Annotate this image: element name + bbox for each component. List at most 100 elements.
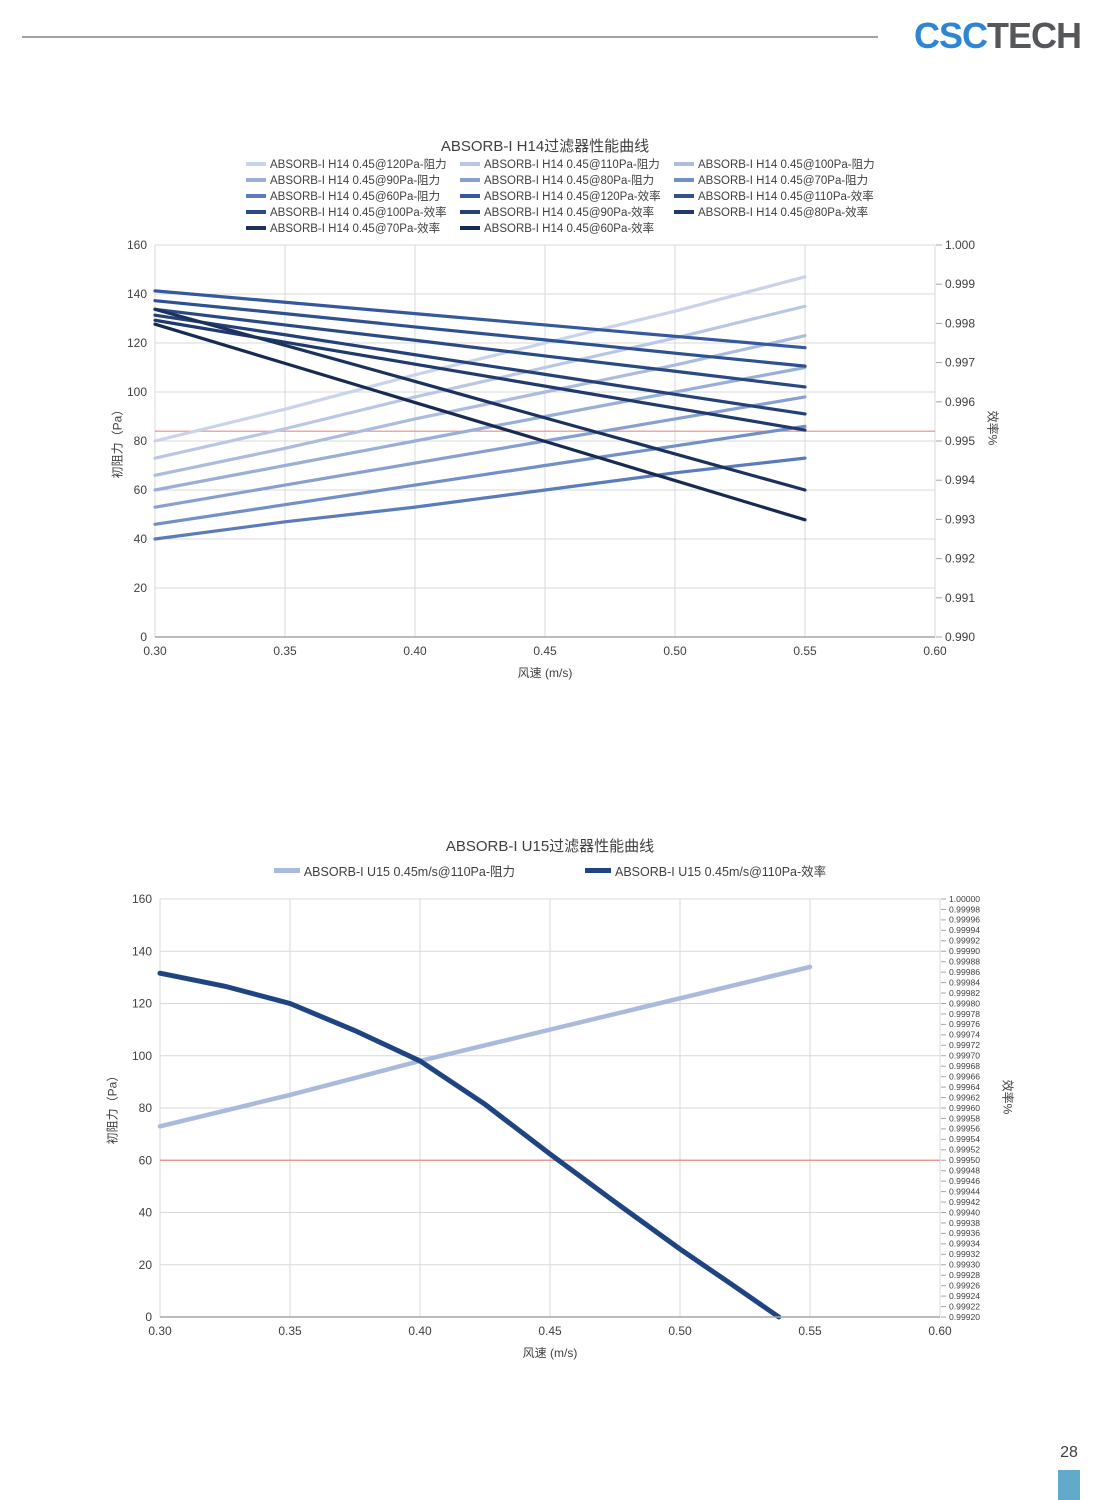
legend-swatch [460,162,480,166]
y-right-tick-label: 0.999 [945,277,975,291]
legend-item: ABSORB-I H14 0.45@70Pa-阻力 [674,172,888,188]
y-right-tick-label: 0.996 [945,395,975,409]
y-right-tick-label: 0.99954 [949,1134,980,1144]
legend-swatch [674,210,694,214]
y-right-tick-label: 0.992 [945,552,975,566]
legend-label: ABSORB-I H14 0.45@110Pa-阻力 [484,159,660,171]
series-line [153,322,807,522]
y-right-tick-label: 0.99978 [949,1009,980,1019]
y-right-tick-label: 0.998 [945,316,975,330]
legend-swatch [246,178,266,182]
y-right-tick-label: 0.99996 [949,915,980,925]
legend-swatch [246,194,266,198]
y-right-tick-label: 0.99972 [949,1040,980,1050]
y-left-tick-label: 20 [134,581,148,595]
y-right-tick-label: 0.99988 [949,957,980,967]
series-line [153,313,807,416]
page-number: 28 [1060,1444,1078,1461]
legend-item: ABSORB-I H14 0.45@100Pa-阻力 [674,156,888,172]
legend-swatch [674,162,694,166]
x-tick-label: 0.55 [798,1324,822,1338]
u15-y-left-axis-label: 初阻力（Pa） [105,1069,120,1145]
legend-swatch [246,226,266,230]
y-right-tick-label: 0.994 [945,473,975,487]
legend-label: ABSORB-I H14 0.45@110Pa-效率 [698,191,874,203]
legend-label: ABSORB-I H14 0.45@70Pa-阻力 [698,175,869,187]
series-line [157,964,813,1129]
legend-item: ABSORB-I U15 0.45m/s@110Pa-阻力 [273,861,515,880]
u15-x-axis-label: 风速 (m/s) [522,1346,578,1360]
y-left-tick-label: 120 [127,336,147,350]
header-rule [22,36,878,38]
legend-swatch [674,194,694,198]
y-right-tick-label: 0.99964 [949,1082,980,1092]
y-right-tick-label: 0.99966 [949,1071,980,1081]
y-right-tick-label: 0.99952 [949,1145,980,1155]
y-right-tick-label: 0.99984 [949,977,980,987]
legend-item: ABSORB-I H14 0.45@100Pa-效率 [246,204,460,220]
y-right-tick-label: 0.99980 [949,998,980,1008]
legend-label: ABSORB-I H14 0.45@90Pa-阻力 [270,175,441,187]
series-line [153,334,807,477]
legend-item: ABSORB-I H14 0.45@80Pa-阻力 [460,172,674,188]
legend-swatch [246,210,266,214]
y-left-tick-label: 160 [127,238,147,252]
y-right-tick-label: 0.99992 [949,936,980,946]
y-right-tick-label: 0.99948 [949,1166,980,1176]
series-line [153,395,807,509]
legend-swatch [460,226,480,230]
y-left-tick-label: 80 [139,1101,153,1115]
x-tick-label: 0.40 [403,644,427,658]
y-right-tick-label: 0.99938 [949,1218,980,1228]
y-left-tick-label: 60 [134,483,148,497]
h14-x-axis-label: 风速 (m/s) [517,666,573,680]
y-left-tick-label: 80 [134,434,148,448]
legend-item: ABSORB-I U15 0.45m/s@110Pa-效率 [585,861,826,880]
y-left-tick-label: 140 [127,287,147,301]
y-right-tick-label: 0.99928 [949,1270,980,1280]
y-right-tick-label: 0.99926 [949,1280,980,1290]
y-right-tick-label: 0.99942 [949,1197,980,1207]
y-right-tick-label: 0.99986 [949,967,980,977]
legend-swatch [460,210,480,214]
logo-csc-text: CSC [913,15,988,56]
u15-chart-legend: ABSORB-I U15 0.45m/s@110Pa-阻力 ABSORB-I U1… [160,861,940,880]
y-left-tick-label: 140 [132,944,152,958]
legend-item: ABSORB-I H14 0.45@110Pa-效率 [674,188,888,204]
y-right-tick-label: 0.995 [945,434,975,448]
y-right-tick-label: 0.99982 [949,988,980,998]
y-left-tick-label: 60 [139,1153,153,1167]
legend-label: ABSORB-I U15 0.45m/s@110Pa-阻力 [303,865,515,879]
y-right-tick-label: 0.99960 [949,1103,980,1113]
legend-swatch [460,178,480,182]
legend-item: ABSORB-I H14 0.45@80Pa-效率 [674,204,888,220]
y-left-tick-label: 160 [132,892,152,906]
y-right-tick-label: 1.00000 [949,894,980,904]
legend-label: ABSORB-I H14 0.45@100Pa-阻力 [698,159,875,171]
x-tick-label: 0.35 [273,644,297,658]
legend-item: ABSORB-I H14 0.45@120Pa-效率 [460,188,674,204]
y-right-tick-label: 0.99930 [949,1260,980,1270]
y-left-tick-label: 20 [139,1258,153,1272]
y-right-tick-label: 0.99922 [949,1301,980,1311]
u15-chart-title: ABSORB-I U15过滤器性能曲线 [445,838,655,855]
y-right-tick-label: 0.99924 [949,1291,980,1301]
legend-item: ABSORB-I H14 0.45@90Pa-效率 [460,204,674,220]
series-line [153,456,807,541]
h14-chart-title: ABSORB-I H14过滤器性能曲线 [440,138,650,155]
y-right-tick-label: 0.99958 [949,1113,980,1123]
x-tick-label: 0.55 [793,644,817,658]
y-right-tick-label: 0.99934 [949,1239,980,1249]
legend-swatch [674,178,694,182]
legend-label: ABSORB-I H14 0.45@80Pa-效率 [698,207,869,219]
legend-item: ABSORB-I H14 0.45@60Pa-阻力 [246,188,460,204]
series-line [153,307,807,492]
y-right-tick-label: 0.99974 [949,1030,980,1040]
legend-label: ABSORB-I H14 0.45@90Pa-效率 [484,207,655,219]
y-right-tick-label: 0.99968 [949,1061,980,1071]
y-right-tick-label: 1.000 [945,238,975,252]
x-tick-label: 0.30 [143,644,167,658]
y-right-tick-label: 0.99940 [949,1207,980,1217]
legend-item: ABSORB-I H14 0.45@60Pa-效率 [460,220,674,236]
